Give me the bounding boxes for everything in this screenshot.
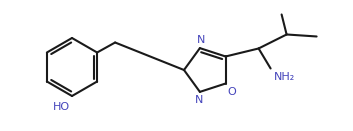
Text: NH₂: NH₂ — [274, 72, 295, 83]
Text: N: N — [195, 95, 203, 105]
Text: HO: HO — [53, 102, 70, 112]
Text: O: O — [228, 86, 237, 97]
Text: N: N — [197, 35, 205, 45]
